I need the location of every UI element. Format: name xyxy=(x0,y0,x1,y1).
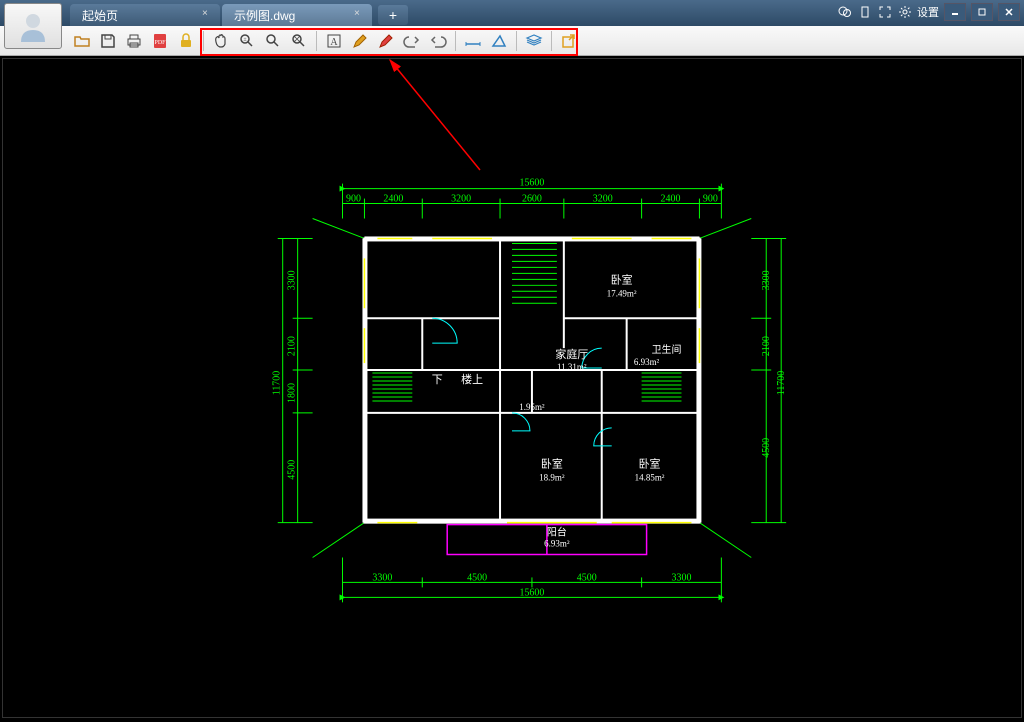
svg-text:4500: 4500 xyxy=(287,460,298,480)
svg-text:3300: 3300 xyxy=(287,270,298,290)
titlebar: 起始页 × 示例图.dwg × + 设置 xyxy=(0,0,1024,26)
gear-icon[interactable] xyxy=(897,4,913,20)
wechat-icon[interactable] xyxy=(837,4,853,20)
avatar[interactable] xyxy=(4,3,62,49)
undo-button[interactable] xyxy=(400,29,424,53)
svg-text:15600: 15600 xyxy=(519,178,544,189)
svg-text:900: 900 xyxy=(346,194,361,205)
svg-text:11700: 11700 xyxy=(776,371,787,396)
svg-text:3300: 3300 xyxy=(761,270,772,290)
layers-button[interactable] xyxy=(522,29,546,53)
svg-text:4500: 4500 xyxy=(467,572,487,583)
print-button[interactable] xyxy=(122,29,146,53)
svg-text:2600: 2600 xyxy=(522,194,542,205)
floorplan-drawing: 15600 900 2400 3200 2600 3200 2400 900 1… xyxy=(3,59,1021,717)
svg-text:2400: 2400 xyxy=(383,194,403,205)
tab-label: 示例图.dwg xyxy=(234,7,295,24)
separator xyxy=(551,31,552,51)
svg-text:2100: 2100 xyxy=(761,336,772,356)
fullscreen-icon[interactable] xyxy=(877,4,893,20)
separator xyxy=(203,31,204,51)
svg-text:4500: 4500 xyxy=(577,572,597,583)
svg-text:楼上: 楼上 xyxy=(461,372,483,386)
svg-text:卫生间: 卫生间 xyxy=(652,343,682,356)
svg-text:2400: 2400 xyxy=(661,194,681,205)
pencil-button[interactable] xyxy=(348,29,372,53)
svg-text:3300: 3300 xyxy=(672,572,692,583)
minimize-button[interactable] xyxy=(944,3,966,21)
tab-add-button[interactable]: + xyxy=(378,5,408,25)
svg-text:900: 900 xyxy=(703,194,718,205)
svg-text:1.95m²: 1.95m² xyxy=(519,402,545,412)
tab-file[interactable]: 示例图.dwg × xyxy=(222,4,372,26)
tabs-container: 起始页 × 示例图.dwg × + xyxy=(70,0,408,26)
zoom-dynamic-button[interactable]: ± xyxy=(235,29,259,53)
svg-text:A: A xyxy=(330,37,338,48)
title-right: 设置 xyxy=(837,3,1020,21)
separator xyxy=(455,31,456,51)
tab-label: 起始页 xyxy=(82,7,118,24)
svg-text:18.9m²: 18.9m² xyxy=(539,473,565,483)
measure-area-button[interactable] xyxy=(487,29,511,53)
drawing-canvas[interactable]: 15600 900 2400 3200 2600 3200 2400 900 1… xyxy=(2,58,1022,718)
svg-text:17.49m²: 17.49m² xyxy=(607,288,637,298)
svg-text:14.85m²: 14.85m² xyxy=(635,473,665,483)
close-icon[interactable]: × xyxy=(354,8,366,20)
redo-button[interactable] xyxy=(426,29,450,53)
mobile-icon[interactable] xyxy=(857,4,873,20)
svg-text:卧室: 卧室 xyxy=(639,457,661,471)
maximize-button[interactable] xyxy=(971,3,993,21)
svg-text:11.31m²: 11.31m² xyxy=(557,362,587,372)
highlight-button[interactable] xyxy=(374,29,398,53)
lock-button[interactable] xyxy=(174,29,198,53)
pan-button[interactable] xyxy=(209,29,233,53)
svg-text:3200: 3200 xyxy=(593,194,613,205)
svg-text:3300: 3300 xyxy=(372,572,392,583)
svg-text:15600: 15600 xyxy=(519,587,544,598)
separator xyxy=(516,31,517,51)
svg-text:家庭厅: 家庭厅 xyxy=(555,347,588,361)
svg-text:6.93m²: 6.93m² xyxy=(634,357,660,367)
zoom-window-button[interactable] xyxy=(261,29,285,53)
svg-text:阳台: 阳台 xyxy=(547,526,567,539)
tab-start[interactable]: 起始页 × xyxy=(70,4,220,26)
svg-text:PDF: PDF xyxy=(154,40,166,46)
svg-text:6.93m²: 6.93m² xyxy=(544,539,570,549)
open-button[interactable] xyxy=(70,29,94,53)
close-button[interactable] xyxy=(998,3,1020,21)
settings-label[interactable]: 设置 xyxy=(917,4,939,20)
svg-text:卧室: 卧室 xyxy=(611,272,633,286)
save-button[interactable] xyxy=(96,29,120,53)
zoom-extents-button[interactable] xyxy=(287,29,311,53)
svg-text:下: 下 xyxy=(432,374,443,386)
svg-text:3200: 3200 xyxy=(451,194,471,205)
svg-text:2100: 2100 xyxy=(287,336,298,356)
svg-text:1800: 1800 xyxy=(287,383,298,403)
text-button[interactable]: A xyxy=(322,29,346,53)
measure-dist-button[interactable] xyxy=(461,29,485,53)
separator xyxy=(316,31,317,51)
toolbar: PDF ± A xyxy=(0,26,1024,56)
svg-text:卧室: 卧室 xyxy=(541,457,563,471)
export-button[interactable] xyxy=(557,29,581,53)
pdf-button[interactable]: PDF xyxy=(148,29,172,53)
svg-text:11700: 11700 xyxy=(272,371,283,396)
svg-text:4500: 4500 xyxy=(761,438,772,458)
close-icon[interactable]: × xyxy=(202,8,214,20)
